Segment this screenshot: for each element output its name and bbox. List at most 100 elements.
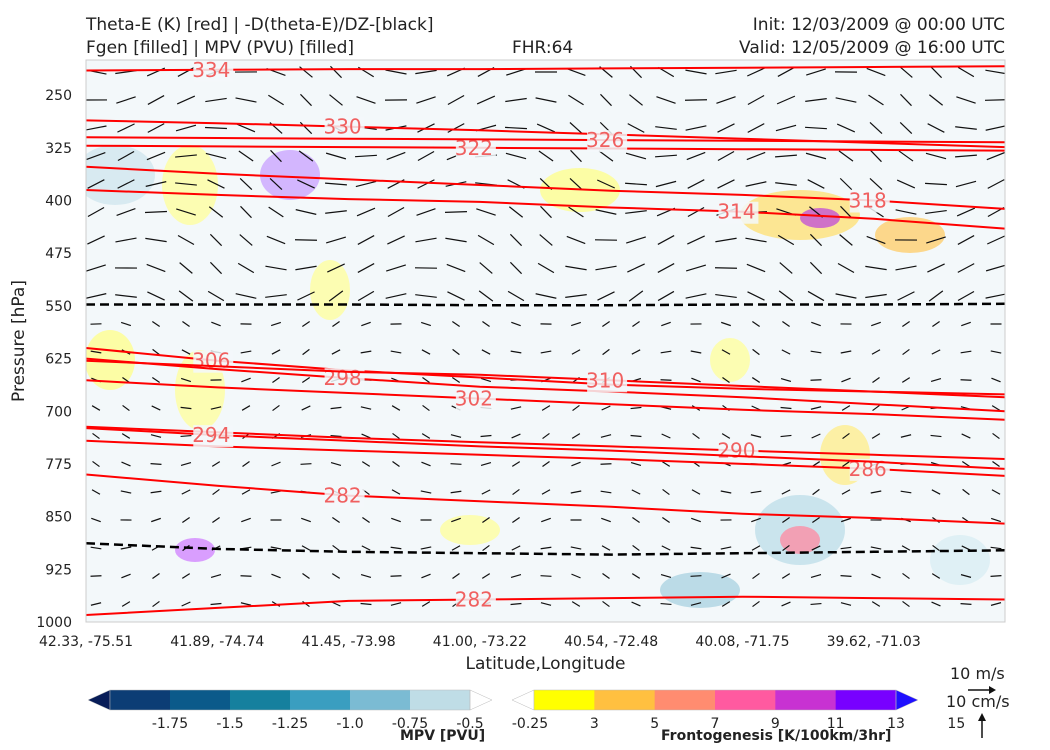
- wind-vector-261: [478, 290, 494, 302]
- colorbar-1-segment-6: [835, 690, 897, 710]
- wind-vector-388: [572, 404, 580, 412]
- wind-vector-256: [328, 290, 344, 302]
- wind-vector-240: [779, 262, 793, 274]
- wind-vector-411: [330, 434, 342, 438]
- wind-vector-283: [211, 321, 221, 327]
- y-tick-label-7: 775: [45, 457, 72, 473]
- wind-vector-539: [451, 545, 461, 551]
- wind-vector-127: [175, 182, 197, 186]
- wind-vector-180: [840, 205, 852, 219]
- wind-vector-276: [928, 290, 944, 302]
- wind-vector-16: [566, 67, 586, 77]
- colorbar-0-segment-5: [350, 690, 411, 710]
- wind-vector-546: [661, 545, 671, 551]
- wind-vector-47: [568, 94, 584, 106]
- wind-vector-563: [240, 575, 252, 577]
- init-time: Init: 12/03/2009 @ 00:00 UTC: [752, 15, 1005, 35]
- wind-vector-282: [182, 320, 190, 328]
- wind-vector-209: [777, 234, 795, 246]
- theta-e-contour-13: [86, 473, 1005, 525]
- wind-vector-260: [447, 291, 465, 301]
- theta-e-label-bg-1: [324, 116, 365, 139]
- wind-vector-234: [595, 265, 617, 271]
- wind-vector-486: [720, 490, 732, 494]
- wind-vector-545: [632, 544, 640, 552]
- wind-vector-46: [535, 97, 557, 103]
- theta-e-label-bg-13: [324, 485, 365, 508]
- wind-vector-188: [145, 237, 167, 243]
- wind-vector-59: [928, 94, 944, 106]
- wind-vector-26: [866, 67, 886, 77]
- wind-vector-514: [632, 517, 640, 523]
- wind-vector-333: [781, 349, 791, 355]
- wind-vector-443: [361, 461, 371, 467]
- wind-vector-280: [120, 321, 132, 327]
- wind-vector-412: [361, 433, 371, 439]
- wind-vector-565: [302, 572, 310, 580]
- wind-vector-590: [121, 601, 131, 607]
- wind-vector-527: [90, 546, 102, 550]
- wind-vector-252: [207, 290, 225, 302]
- wind-vector-427: [811, 433, 821, 439]
- wind-vector-237: [685, 264, 707, 272]
- wind-vector-29: [957, 66, 975, 78]
- wind-vector-447: [480, 461, 492, 467]
- wind-vector-479: [512, 488, 520, 496]
- wind-vector-257: [357, 290, 375, 302]
- wind-vector-63: [117, 123, 135, 133]
- wind-vector-516: [691, 517, 701, 523]
- wind-vector-120: [898, 150, 914, 162]
- wind-vector-452: [630, 461, 642, 467]
- wind-vector-273: [835, 293, 857, 299]
- wind-vector-217: [86, 264, 106, 272]
- wind-vector-11: [415, 69, 437, 75]
- wind-vector-533: [270, 546, 282, 550]
- wind-vector-612: [781, 601, 791, 607]
- wind-vector-300: [721, 321, 731, 327]
- theta-e-contour-10: [86, 425, 1005, 460]
- wind-vector-274: [865, 293, 887, 299]
- wind-vector-559: [121, 573, 131, 579]
- wind-vector-335: [840, 350, 852, 354]
- wind-vector-129: [239, 177, 253, 191]
- wind-vector-167: [444, 211, 468, 213]
- wind-vector-220: [179, 262, 193, 274]
- wind-vector-485: [691, 489, 701, 495]
- x-tick-label-4: 40.54, -72.48: [564, 634, 658, 650]
- wind-vector-444: [392, 460, 400, 468]
- wind-vector-268: [685, 293, 707, 299]
- wind-vector-197: [415, 237, 437, 243]
- wind-vector-117: [805, 152, 827, 160]
- wind-vector-251: [178, 290, 194, 302]
- wind-vector-540: [482, 544, 490, 552]
- colorbar-1-segment-5: [775, 690, 837, 710]
- wind-vector-352: [422, 376, 430, 384]
- wind-vector-575: [602, 572, 610, 580]
- wind-vector-241: [809, 261, 823, 275]
- wind-vector-144: [687, 179, 705, 189]
- wind-vector-370: [960, 379, 972, 381]
- wind-vector-248: [86, 293, 107, 299]
- wind-vector-433: [992, 432, 1000, 440]
- wind-vector-374: [151, 405, 161, 411]
- colorbar-0-tick-1: -1.5: [216, 716, 243, 732]
- title-line-1: Theta-E (K) [red] | -D(theta-E)/DZ-[blac…: [86, 15, 434, 35]
- wind-vector-193: [294, 239, 318, 241]
- wind-vector-190: [209, 233, 223, 247]
- wind-vector-24: [806, 68, 826, 76]
- colorbar-1-tick-4: 11: [827, 716, 845, 732]
- wind-vector-323: [481, 349, 491, 355]
- theta-e-label-1: 330: [323, 115, 361, 139]
- wind-vector-378: [272, 404, 280, 412]
- wind-vector-538: [420, 546, 432, 550]
- wind-vector-328: [631, 349, 641, 355]
- wind-vector-505: [362, 517, 370, 523]
- wind-vector-397: [841, 405, 851, 411]
- wind-vector-196: [387, 235, 405, 245]
- wind-vector-346: [241, 377, 251, 383]
- wind-vector-153: [955, 180, 977, 188]
- wind-vector-576: [631, 573, 641, 579]
- wind-vector-99: [270, 149, 282, 163]
- wind-vector-441: [300, 463, 312, 465]
- wind-vector-434: [92, 460, 100, 468]
